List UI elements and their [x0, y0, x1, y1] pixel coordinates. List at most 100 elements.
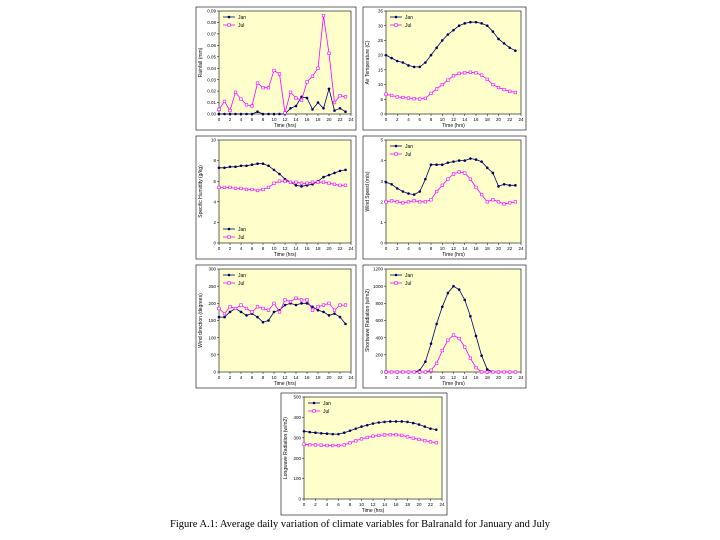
data-point-jul: [371, 434, 375, 438]
legend-label: Jan: [405, 273, 413, 279]
data-point-jan: [311, 305, 314, 309]
data-point-jan: [424, 177, 427, 181]
data-point-jul: [418, 200, 422, 204]
data-point-jan: [344, 110, 347, 114]
data-point-jul: [401, 370, 405, 374]
data-point-jul: [417, 437, 421, 442]
data-point-jan: [401, 190, 405, 193]
data-point-jul: [277, 310, 282, 314]
data-point-jul: [222, 185, 227, 189]
x-tick-label: 2: [229, 246, 232, 251]
data-point-jul: [446, 338, 450, 342]
data-point-jan: [429, 163, 433, 167]
data-point-jan: [217, 112, 221, 116]
y-tick-label: 10: [211, 138, 217, 143]
data-point-jan: [289, 106, 292, 110]
x-tick-label: 2: [314, 502, 317, 507]
y-tick-label: 50: [211, 352, 217, 357]
data-point-jan: [272, 310, 276, 314]
y-tick-label: 250: [208, 284, 216, 289]
data-point-jul: [244, 306, 249, 311]
data-point-jul: [255, 188, 260, 193]
x-tick-label: 4: [326, 502, 329, 507]
data-point-jul: [233, 186, 238, 191]
data-point-jul: [377, 433, 381, 437]
data-point-jul: [435, 87, 439, 91]
data-point-jul: [428, 440, 433, 444]
data-point-jul: [321, 13, 326, 18]
x-tick-label: 8: [349, 502, 352, 507]
x-axis-label: Time (hrs): [274, 252, 297, 258]
data-point-jan: [485, 166, 489, 170]
y-tick-label: 5: [380, 138, 383, 143]
data-point-jul: [354, 439, 358, 443]
data-point-jan: [217, 315, 221, 319]
x-tick-label: 8: [430, 246, 433, 251]
data-point-jul: [463, 71, 467, 75]
y-tick-label: 1200: [373, 267, 384, 272]
data-point-jul: [283, 179, 287, 183]
data-point-jan: [267, 319, 270, 322]
y-tick-label: 8: [213, 158, 216, 163]
data-point-jan: [508, 46, 512, 50]
x-tick-label: 20: [326, 375, 332, 380]
data-point-jan: [457, 24, 461, 28]
x-tick-label: 0: [385, 117, 388, 122]
legend-marker: [227, 235, 231, 239]
y-tick-label: 0.08: [207, 20, 216, 25]
y-tick-label: 10: [378, 82, 384, 87]
data-point-jan: [407, 192, 410, 195]
y-tick-label: 200: [375, 352, 383, 357]
legend-label: Jul: [323, 409, 329, 415]
data-point-jul: [446, 177, 450, 181]
data-point-jan: [256, 315, 259, 319]
data-point-jul: [332, 182, 337, 186]
data-point-jul: [508, 370, 512, 374]
x-tick-label: 16: [473, 375, 479, 380]
legend-marker: [227, 227, 231, 231]
data-point-jul: [338, 94, 342, 98]
x-tick-label: 6: [418, 375, 421, 380]
data-point-jul: [327, 181, 331, 185]
data-point-jan: [474, 20, 478, 24]
y-tick-label: 25: [378, 38, 384, 43]
data-point-jul: [480, 192, 484, 197]
data-point-jul: [310, 74, 315, 78]
data-point-jul: [283, 298, 287, 302]
data-point-jan: [234, 165, 237, 169]
data-point-jan: [217, 166, 221, 170]
data-point-jan: [457, 159, 461, 162]
x-tick-label: 22: [507, 375, 513, 380]
y-tick-label: 20: [378, 53, 384, 58]
data-point-jul: [343, 183, 348, 187]
x-tick-label: 12: [451, 117, 457, 122]
data-point-jan: [457, 288, 461, 291]
data-point-jul: [411, 436, 415, 440]
x-tick-label: 14: [293, 375, 299, 380]
data-point-jan: [223, 112, 226, 116]
x-tick-label: 14: [293, 117, 299, 122]
y-tick-label: 100: [208, 335, 216, 340]
data-point-jan: [435, 163, 438, 167]
data-point-jul: [491, 82, 495, 87]
data-point-jul: [502, 87, 506, 92]
data-point-jul: [272, 68, 276, 73]
data-point-jul: [418, 370, 422, 374]
data-point-jan: [469, 157, 472, 160]
data-point-jan: [401, 61, 405, 64]
x-tick-label: 10: [271, 246, 277, 251]
x-tick-label: 2: [229, 117, 232, 122]
data-point-jul: [451, 172, 456, 176]
y-tick-label: 0: [380, 112, 383, 117]
data-point-jul: [485, 200, 489, 204]
legend-marker: [312, 401, 316, 405]
data-point-jan: [406, 420, 409, 424]
y-tick-label: 2: [380, 199, 383, 204]
y-axis-label: Wind Speed (m/s): [365, 171, 371, 211]
data-point-jan: [474, 334, 478, 338]
data-point-jan: [390, 182, 393, 186]
data-point-jul: [365, 435, 369, 439]
data-point-jul: [288, 180, 293, 184]
x-tick-label: 24: [518, 246, 524, 251]
